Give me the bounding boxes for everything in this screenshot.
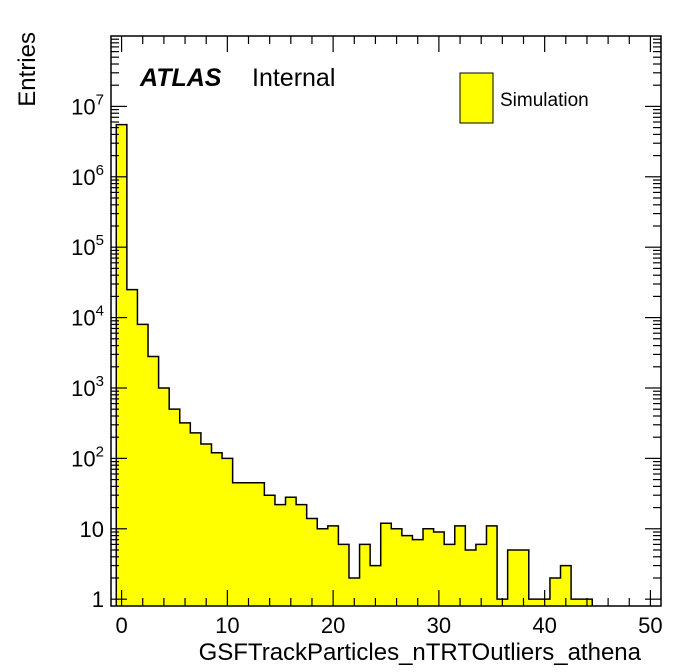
histogram-bar	[179, 422, 191, 606]
histogram-bars	[116, 124, 593, 606]
histogram-bar	[285, 497, 297, 606]
y-tick-label: 10	[80, 517, 104, 542]
x-tick-label: 0	[115, 613, 127, 638]
histogram-bar	[317, 528, 329, 606]
histogram-bar	[253, 482, 265, 606]
histogram-bar	[306, 518, 318, 606]
x-axis-title: GSFTrackParticles_nTRTOutliers_athena	[199, 639, 642, 666]
histogram-bar	[423, 528, 435, 606]
x-tick-label: 40	[532, 613, 556, 638]
y-tick-labels: 1 10 102 103 104 105 106 107	[71, 91, 104, 612]
histogram-bar	[232, 482, 244, 606]
histogram-bar	[348, 577, 361, 606]
histogram-bar	[148, 356, 160, 606]
x-tick-label: 30	[427, 613, 451, 638]
histogram-bar	[465, 549, 477, 606]
legend-swatch-simulation	[459, 72, 494, 124]
atlas-internal-label: Internal	[252, 64, 335, 92]
y-axis-title: Entries	[14, 32, 41, 107]
histogram-bar	[296, 504, 308, 606]
histogram-bar	[475, 544, 488, 606]
histogram-bar	[327, 525, 340, 606]
histogram-bar	[571, 599, 583, 606]
histogram-bar	[391, 528, 403, 606]
histogram-bar	[454, 525, 466, 606]
legend: Simulation	[459, 72, 589, 124]
histogram-bar	[264, 495, 276, 606]
histogram-bar	[370, 565, 382, 606]
histogram-bar	[380, 523, 392, 606]
histogram-bar	[401, 535, 414, 606]
histogram-bar	[528, 599, 540, 606]
histogram-bar	[359, 544, 371, 606]
x-tick-label: 10	[215, 613, 239, 638]
histogram-bar	[243, 482, 255, 606]
axis-ticks	[111, 36, 661, 606]
histogram-bar	[200, 444, 213, 606]
histogram-bar	[211, 452, 223, 606]
atlas-label: ATLAS	[139, 64, 222, 92]
histogram-bar	[560, 565, 572, 606]
y-tick-label: 104	[71, 303, 104, 331]
histogram-bar	[222, 458, 234, 606]
y-tick-label: 106	[71, 162, 104, 190]
x-tick-label: 50	[638, 613, 662, 638]
x-tick-label: 20	[321, 613, 345, 638]
histogram-bar	[158, 387, 170, 606]
histogram-bar	[507, 549, 519, 606]
histogram-bar	[274, 504, 287, 606]
histogram-bar	[486, 525, 498, 606]
histogram-bar	[169, 409, 181, 606]
histogram-bar	[116, 124, 128, 606]
x-tick-labels: 0 10 20 30 40 50	[115, 613, 662, 638]
histogram-bar	[549, 577, 562, 606]
histogram-bar	[444, 544, 456, 606]
y-tick-label: 102	[71, 443, 104, 471]
histogram-bar	[518, 549, 530, 606]
histogram-bar	[190, 432, 202, 606]
histogram-outline	[115, 123, 593, 606]
histogram-bar	[433, 532, 445, 606]
histogram-bar	[412, 539, 424, 606]
y-tick-label: 1	[92, 587, 104, 612]
y-tick-label: 103	[71, 373, 104, 401]
histogram-bar	[126, 289, 139, 606]
y-tick-label: 107	[71, 91, 104, 119]
histogram-bar	[137, 324, 149, 606]
legend-label-simulation: Simulation	[500, 90, 589, 111]
y-tick-label: 105	[71, 232, 104, 260]
histogram-bar	[338, 544, 350, 606]
